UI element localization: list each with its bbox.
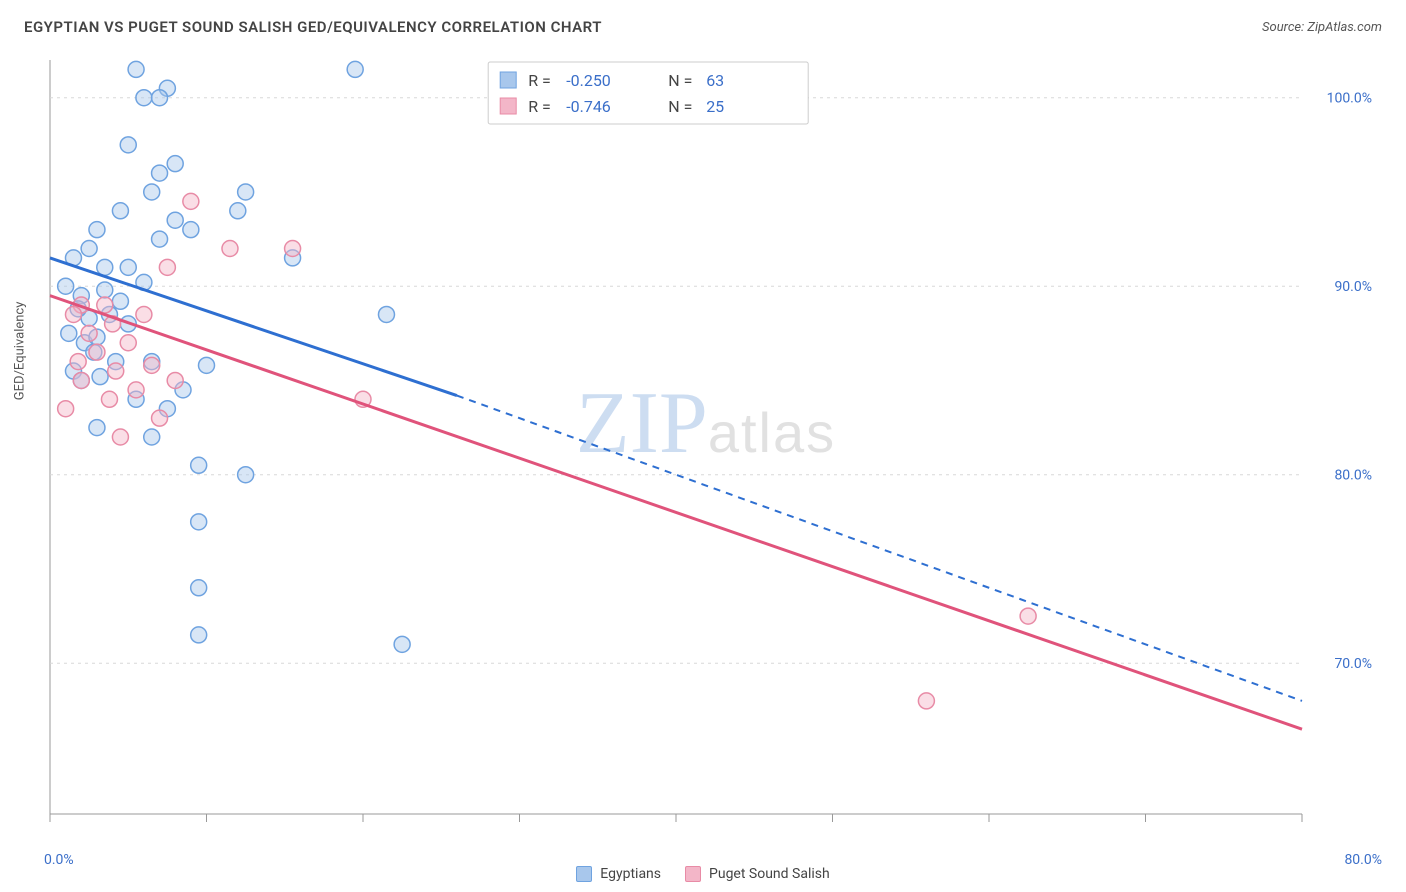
data-point [152, 165, 168, 181]
data-point [144, 184, 160, 200]
data-point [222, 241, 238, 257]
data-point [285, 241, 301, 257]
y-tick-label: 70.0% [1334, 656, 1372, 672]
data-point [89, 344, 105, 360]
data-point [61, 325, 77, 341]
y-tick-label: 100.0% [1327, 91, 1372, 107]
data-point [120, 259, 136, 275]
data-point [167, 372, 183, 388]
legend-label: Egyptians [600, 866, 661, 882]
stat-n-value: 63 [706, 71, 724, 90]
stat-label: N = [668, 97, 692, 116]
regression-line-salish [50, 296, 1302, 730]
legend-label: Puget Sound Salish [709, 866, 830, 882]
data-point [97, 259, 113, 275]
data-point [112, 293, 128, 309]
regression-line-egyptians-extrapolated [457, 396, 1302, 701]
data-point [136, 90, 152, 106]
data-point [167, 156, 183, 172]
data-point [89, 222, 105, 238]
data-point [918, 693, 934, 709]
data-point [89, 420, 105, 436]
swatch-icon [685, 866, 701, 882]
legend-item-egyptians: Egyptians [576, 866, 661, 882]
y-tick-label: 90.0% [1334, 279, 1372, 295]
data-point [159, 259, 175, 275]
data-point [191, 627, 207, 643]
data-point [144, 429, 160, 445]
legend-footer: Egyptians Puget Sound Salish [24, 866, 1382, 882]
data-point [58, 401, 74, 417]
data-point [183, 193, 199, 209]
swatch-icon [576, 866, 592, 882]
scatter-chart: 70.0% 80.0% 90.0% 100.0% ZIPatlas R = -0.250 N … [24, 52, 1382, 832]
data-point [73, 372, 89, 388]
stat-n-value: 25 [706, 97, 724, 116]
data-point [199, 357, 215, 373]
stat-r-value: -0.250 [566, 71, 611, 90]
data-point [81, 241, 97, 257]
data-point [120, 335, 136, 351]
y-tick-label: 80.0% [1334, 468, 1372, 484]
data-point [152, 410, 168, 426]
y-axis-label: GED/Equivalency [13, 302, 28, 401]
data-point [92, 369, 108, 385]
data-point [65, 306, 81, 322]
data-point [378, 306, 394, 322]
data-point [238, 184, 254, 200]
data-point [238, 467, 254, 483]
stat-label: R = [528, 71, 551, 90]
data-point [191, 514, 207, 530]
data-point [58, 278, 74, 294]
data-point [347, 61, 363, 77]
data-point [394, 636, 410, 652]
data-point [108, 363, 124, 379]
data-point [152, 90, 168, 106]
data-point [112, 203, 128, 219]
swatch-icon [500, 98, 516, 114]
data-point [191, 580, 207, 596]
stat-r-value: -0.746 [566, 97, 611, 116]
data-point [183, 222, 199, 238]
data-point [152, 231, 168, 247]
data-point [144, 357, 160, 373]
data-point [136, 306, 152, 322]
data-point [191, 457, 207, 473]
data-point [128, 382, 144, 398]
data-point [81, 325, 97, 341]
chart-title: EGYPTIAN VS PUGET SOUND SALISH GED/EQUIV… [24, 18, 602, 36]
data-point [70, 354, 86, 370]
chart-container: GED/Equivalency 70.0%80.0%90.0%100.0%ZIP… [24, 52, 1382, 832]
stat-label: R = [528, 97, 551, 116]
swatch-icon [500, 72, 516, 88]
legend-item-salish: Puget Sound Salish [685, 866, 830, 882]
data-point [128, 61, 144, 77]
data-point [120, 137, 136, 153]
data-point [112, 429, 128, 445]
data-point [230, 203, 246, 219]
data-point [97, 297, 113, 313]
data-point [167, 212, 183, 228]
watermark: ZIPatlas [576, 375, 836, 472]
data-point [1020, 608, 1036, 624]
source-label: Source: ZipAtlas.com [1262, 20, 1382, 35]
data-point [97, 282, 113, 298]
stat-label: N = [668, 71, 692, 90]
data-point [101, 391, 117, 407]
